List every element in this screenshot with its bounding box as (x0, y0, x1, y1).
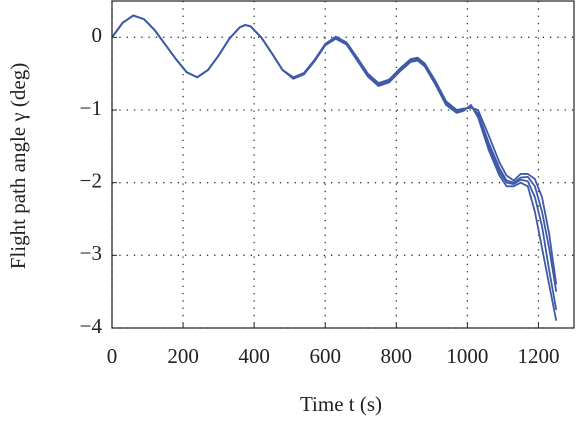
y-tick-label: −1 (80, 96, 102, 120)
y-tick-label: −3 (80, 241, 102, 265)
x-tick-label: 200 (167, 344, 199, 368)
y-axis-label: Flight path angle γ (deg) (6, 63, 30, 269)
series-line (111, 14, 558, 310)
x-tick-label: 1000 (446, 344, 488, 368)
x-tick-label: 400 (238, 344, 270, 368)
x-tick-label: 1200 (517, 344, 559, 368)
y-tick-label: −2 (80, 168, 102, 192)
y-tick-label: 0 (92, 23, 103, 47)
plot-frame (111, 0, 575, 329)
x-axis-label: Time t (s) (300, 392, 382, 416)
x-tick-label: 600 (309, 344, 341, 368)
y-tick-label: −4 (80, 314, 103, 338)
x-tick-label: 800 (381, 344, 413, 368)
x-tick-label: 0 (107, 344, 118, 368)
